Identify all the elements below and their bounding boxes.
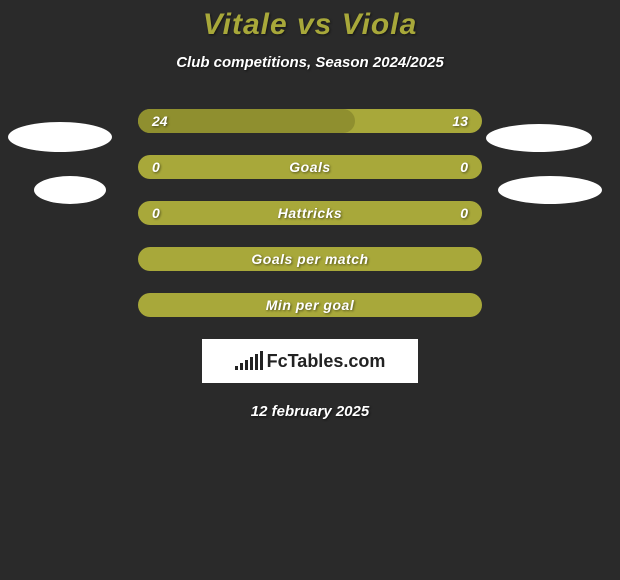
stat-bar: Goals per match: [138, 247, 482, 271]
stat-label: Goals per match: [251, 251, 368, 267]
stat-right-value: 0: [460, 159, 468, 175]
stat-row: 0 0 Goals: [0, 155, 620, 179]
stat-row: Goals per match: [0, 247, 620, 271]
stat-right-value: 13: [452, 113, 468, 129]
stat-bar-fill: [138, 109, 355, 133]
fctables-logo: FcTables.com: [235, 351, 386, 372]
decorative-ellipse: [486, 124, 592, 152]
stat-row: Min per goal: [0, 293, 620, 317]
stat-left-value: 0: [152, 205, 160, 221]
stat-bar: 0 0 Goals: [138, 155, 482, 179]
stat-left-value: 24: [152, 113, 168, 129]
subtitle: Club competitions, Season 2024/2025: [0, 54, 620, 71]
decorative-ellipse: [8, 122, 112, 152]
logo-box: FcTables.com: [202, 339, 418, 383]
logo-text: FcTables.com: [267, 351, 386, 372]
page-title: Vitale vs Viola: [0, 8, 620, 42]
decorative-ellipse: [34, 176, 106, 204]
logo-bars-icon: [235, 352, 263, 370]
stat-bar: 2413Matches: [138, 109, 482, 133]
stat-left-value: 0: [152, 159, 160, 175]
stat-label: Hattricks: [278, 205, 342, 221]
stat-label: Min per goal: [266, 297, 354, 313]
stat-bar: 0 0 Hattricks: [138, 201, 482, 225]
decorative-ellipse: [498, 176, 602, 204]
stat-row: 0 0 Hattricks: [0, 201, 620, 225]
stat-label: Goals: [289, 159, 330, 175]
stat-right-value: 0: [460, 205, 468, 221]
date-text: 12 february 2025: [0, 403, 620, 420]
stat-bar: Min per goal: [138, 293, 482, 317]
